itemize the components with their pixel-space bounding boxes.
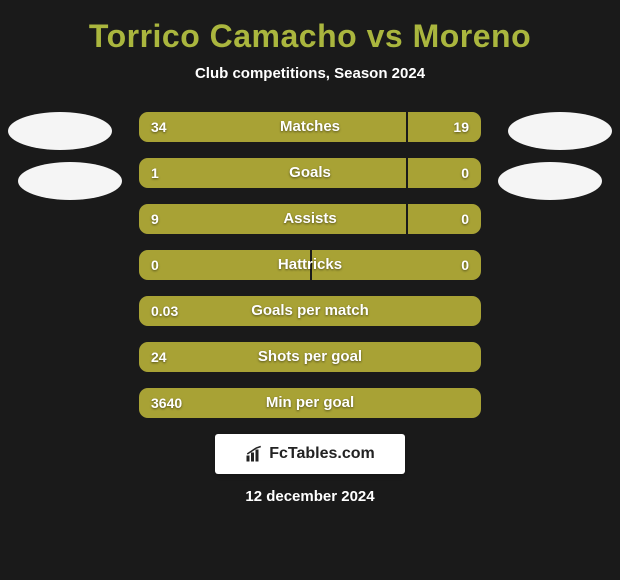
stat-label: Shots per goal: [139, 342, 481, 372]
stat-row: 24Shots per goal: [139, 342, 481, 372]
stat-label: Matches: [139, 112, 481, 142]
stat-row: 9Assists0: [139, 204, 481, 234]
avatar-left-primary: [8, 112, 112, 150]
stats-area: 34Matches191Goals09Assists00Hattricks00.…: [0, 112, 620, 418]
stat-label: Hattricks: [139, 250, 481, 280]
stat-label: Goals per match: [139, 296, 481, 326]
logo-text: FcTables.com: [269, 445, 375, 463]
page-subtitle: Club competitions, Season 2024: [0, 65, 620, 82]
stat-label: Goals: [139, 158, 481, 188]
stat-bars: 34Matches191Goals09Assists00Hattricks00.…: [139, 112, 481, 418]
stat-row: 1Goals0: [139, 158, 481, 188]
avatar-right-primary: [508, 112, 612, 150]
page-title: Torrico Camacho vs Moreno: [0, 18, 620, 55]
stat-value-right: 0: [461, 204, 469, 234]
stat-row: 0.03Goals per match: [139, 296, 481, 326]
avatar-right-secondary: [498, 162, 602, 200]
logo-box: FcTables.com: [215, 434, 405, 474]
date-label: 12 december 2024: [0, 488, 620, 505]
comparison-chart: Torrico Camacho vs Moreno Club competiti…: [0, 0, 620, 515]
chart-icon: [245, 445, 263, 463]
stat-row: 0Hattricks0: [139, 250, 481, 280]
stat-value-right: 0: [461, 250, 469, 280]
avatar-left-secondary: [18, 162, 122, 200]
stat-row: 3640Min per goal: [139, 388, 481, 418]
stat-row: 34Matches19: [139, 112, 481, 142]
logo: FcTables.com: [245, 445, 375, 463]
stat-value-right: 0: [461, 158, 469, 188]
stat-value-right: 19: [453, 112, 469, 142]
stat-label: Assists: [139, 204, 481, 234]
stat-label: Min per goal: [139, 388, 481, 418]
